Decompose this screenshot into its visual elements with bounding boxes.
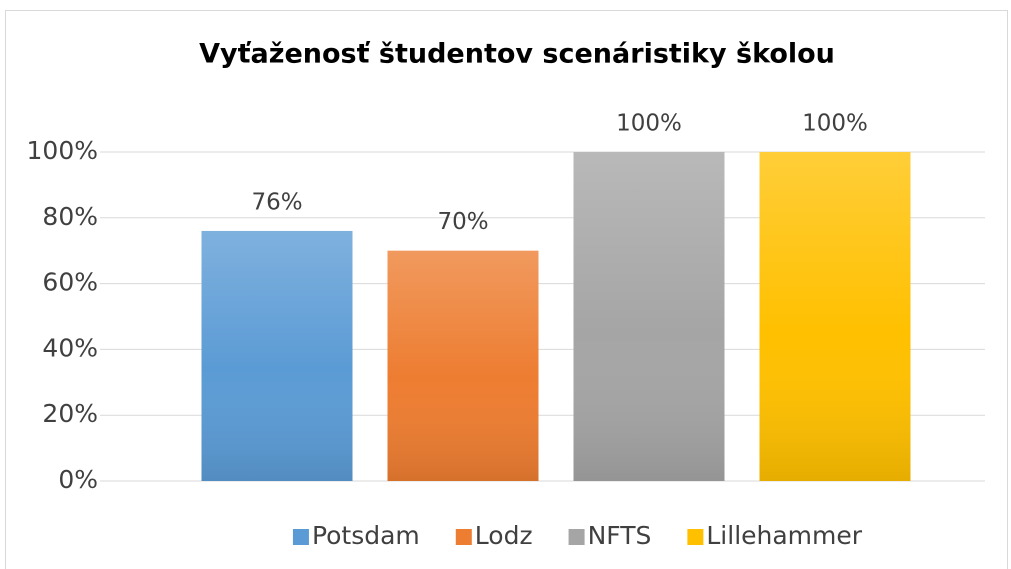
legend-swatch — [455, 529, 472, 545]
legend-label: Lillehammer — [706, 521, 862, 550]
bar-shine — [573, 152, 725, 481]
bar-shine — [201, 230, 353, 481]
y-tick-label: 20% — [42, 399, 98, 428]
legend-swatch — [568, 529, 585, 545]
legend-swatch — [292, 529, 309, 545]
legend-swatch — [687, 529, 704, 545]
legend-label: Potsdam — [312, 521, 420, 550]
data-label: 100% — [616, 111, 682, 137]
data-label: 70% — [437, 209, 488, 235]
y-tick-label: 40% — [42, 333, 98, 362]
data-label: 100% — [802, 111, 868, 137]
y-tick-label: 60% — [42, 268, 98, 297]
y-tick-label: 80% — [42, 202, 98, 231]
bar-shine — [387, 250, 539, 481]
legend-label: Lodz — [475, 521, 533, 550]
y-tick-label: 100% — [27, 136, 98, 165]
chart-title: Vyťaženosť študentov scenáristiky školou — [199, 39, 835, 70]
y-tick-label: 0% — [58, 465, 98, 494]
data-label: 76% — [251, 189, 302, 215]
bar-shine — [759, 152, 911, 481]
legend-label: NFTS — [588, 521, 652, 550]
